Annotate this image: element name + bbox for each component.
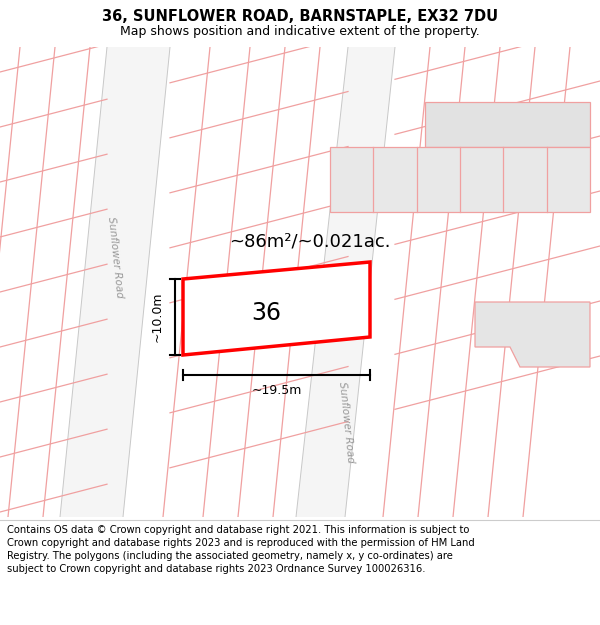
Text: ~19.5m: ~19.5m [251,384,302,398]
Polygon shape [60,47,170,517]
Polygon shape [183,262,370,355]
Text: 36: 36 [251,301,281,325]
Text: ~10.0m: ~10.0m [151,292,163,342]
Polygon shape [475,302,590,367]
Text: Map shows position and indicative extent of the property.: Map shows position and indicative extent… [120,24,480,38]
Polygon shape [425,102,590,147]
Text: Contains OS data © Crown copyright and database right 2021. This information is : Contains OS data © Crown copyright and d… [7,524,475,574]
Text: ~86m²/~0.021ac.: ~86m²/~0.021ac. [229,233,391,251]
Text: Sunflower Road: Sunflower Road [106,216,124,298]
Text: 36, SUNFLOWER ROAD, BARNSTAPLE, EX32 7DU: 36, SUNFLOWER ROAD, BARNSTAPLE, EX32 7DU [102,9,498,24]
Polygon shape [330,147,590,212]
Polygon shape [296,47,395,517]
Text: Sunflower Road: Sunflower Road [337,381,355,463]
